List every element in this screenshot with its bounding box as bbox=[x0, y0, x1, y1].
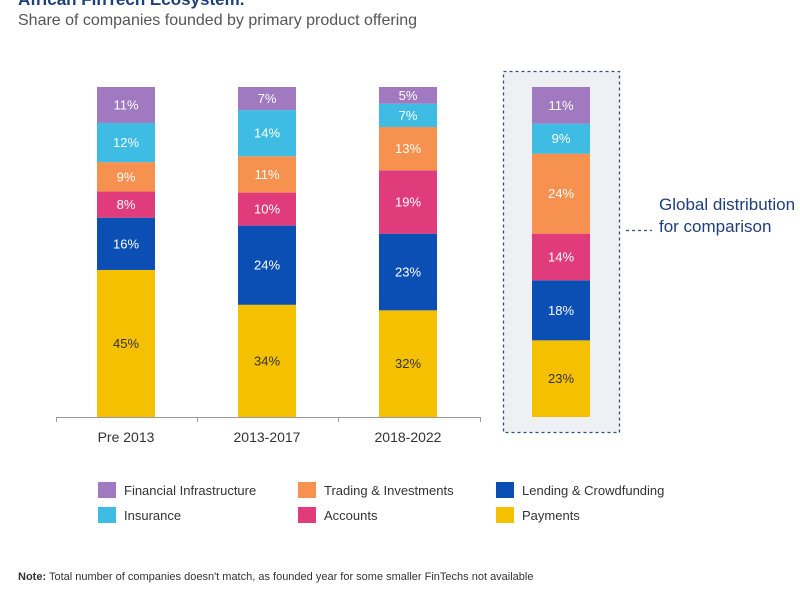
data-label-2018-2022-payments: 32% bbox=[395, 356, 421, 371]
bar-2013-2017-accounts bbox=[238, 192, 296, 226]
legend-swatch bbox=[98, 507, 116, 523]
bar-global-payments bbox=[532, 340, 590, 417]
bar-2018-2022-trading-and-investments bbox=[379, 127, 437, 171]
bar-2013-2017-trading-and-investments bbox=[238, 156, 296, 193]
data-label-global-lending-and-crowdfunding: 18% bbox=[548, 303, 574, 318]
data-label-2018-2022-accounts: 19% bbox=[395, 195, 421, 210]
legend-label: Accounts bbox=[324, 507, 378, 523]
data-label-pre-2013-financial-infrastructure: 11% bbox=[113, 97, 138, 112]
x-tick-label-pre-2013: Pre 2013 bbox=[98, 429, 155, 445]
bar-global-financial-infrastructure bbox=[532, 87, 590, 124]
legend-item-financial-infrastructure: Financial Infrastructure bbox=[98, 482, 256, 498]
bar-2018-2022-accounts bbox=[379, 170, 437, 234]
legend-label: Lending & Crowdfunding bbox=[522, 482, 665, 498]
bar-2013-2017-payments bbox=[238, 304, 296, 417]
bar-global-accounts bbox=[532, 233, 590, 281]
data-label-global-trading-and-investments: 24% bbox=[548, 186, 574, 201]
bar-pre-2013-trading-and-investments bbox=[97, 162, 155, 192]
legend-swatch bbox=[298, 482, 316, 498]
footnote: Note: Total number of companies doesn't … bbox=[18, 571, 533, 583]
bar-global-lending-and-crowdfunding bbox=[532, 280, 590, 341]
bar-global-insurance bbox=[532, 123, 590, 154]
data-label-global-insurance: 9% bbox=[552, 131, 571, 146]
bar-2013-2017-insurance bbox=[238, 110, 296, 157]
data-label-pre-2013-insurance: 12% bbox=[113, 135, 139, 150]
chart-subtitle: Share of companies founded by primary pr… bbox=[18, 12, 418, 29]
legend-item-accounts: Accounts bbox=[298, 507, 377, 523]
data-label-global-accounts: 14% bbox=[548, 250, 574, 265]
bar-pre-2013-accounts bbox=[97, 191, 155, 218]
data-label-2013-2017-payments: 34% bbox=[254, 353, 280, 368]
legend-swatch bbox=[298, 507, 316, 523]
data-label-2018-2022-lending-and-crowdfunding: 23% bbox=[395, 265, 421, 280]
bar-pre-2013-lending-and-crowdfunding bbox=[97, 217, 155, 270]
data-label-2018-2022-trading-and-investments: 13% bbox=[395, 141, 421, 156]
bar-2018-2022-financial-infrastructure bbox=[379, 87, 437, 104]
data-label-pre-2013-payments: 45% bbox=[113, 336, 139, 351]
data-label-global-financial-infrastructure: 11% bbox=[548, 98, 573, 113]
data-label-pre-2013-lending-and-crowdfunding: 16% bbox=[113, 236, 139, 251]
bar-pre-2013-insurance bbox=[97, 122, 155, 163]
legend-label: Insurance bbox=[124, 507, 182, 523]
data-label-2013-2017-financial-infrastructure: 7% bbox=[258, 91, 277, 106]
bar-2013-2017-financial-infrastructure bbox=[238, 87, 296, 111]
bar-2018-2022-payments bbox=[379, 310, 437, 417]
global-comparison-label: Global distribution for comparison bbox=[659, 195, 796, 236]
legend-label: Trading & Investments bbox=[324, 482, 454, 498]
data-label-global-payments: 23% bbox=[548, 371, 574, 386]
bar-2018-2022-lending-and-crowdfunding bbox=[379, 233, 437, 311]
legend-item-payments: Payments bbox=[496, 507, 580, 523]
footnote-label: Note: bbox=[18, 571, 47, 583]
bar-2018-2022-insurance bbox=[379, 103, 437, 127]
legend-item-insurance: Insurance bbox=[98, 507, 181, 523]
legend-swatch bbox=[98, 482, 116, 498]
data-label-pre-2013-trading-and-investments: 9% bbox=[117, 169, 136, 184]
legend-item-lending-and-crowdfunding: Lending & Crowdfunding bbox=[496, 482, 664, 498]
data-label-2018-2022-financial-infrastructure: 5% bbox=[399, 88, 418, 103]
data-label-2013-2017-trading-and-investments: 11% bbox=[254, 167, 279, 182]
legend-label: Payments bbox=[522, 507, 580, 523]
data-label-2018-2022-insurance: 7% bbox=[399, 108, 418, 123]
data-label-2013-2017-insurance: 14% bbox=[254, 126, 280, 141]
bar-2013-2017-lending-and-crowdfunding bbox=[238, 225, 296, 305]
legend-label: Financial Infrastructure bbox=[124, 482, 257, 498]
legend-swatch bbox=[496, 507, 514, 523]
legend-item-trading-and-investments: Trading & Investments bbox=[298, 482, 454, 498]
stacked-bar-chart: 45% 16% 8% 9% 12% 11% Pre 2013 34% 24% 10% 11% 14% 7… bbox=[56, 70, 652, 445]
legend-swatch bbox=[496, 482, 514, 498]
x-tick-label-2013-2017: 2013-2017 bbox=[234, 429, 301, 445]
data-label-pre-2013-accounts: 8% bbox=[117, 197, 136, 212]
chart-legend: Financial Infrastructure Trading & Invest… bbox=[98, 482, 738, 532]
bar-global-trading-and-investments bbox=[532, 153, 590, 234]
chart-title: African FinTech Ecosystem. bbox=[18, 0, 244, 10]
data-label-2013-2017-accounts: 10% bbox=[254, 202, 280, 217]
bar-pre-2013-financial-infrastructure bbox=[97, 87, 155, 123]
data-label-2013-2017-lending-and-crowdfunding: 24% bbox=[254, 258, 280, 273]
bar-pre-2013-payments bbox=[97, 269, 155, 417]
footnote-text: Total number of companies doesn't match,… bbox=[46, 571, 534, 583]
x-tick-label-2018-2022: 2018-2022 bbox=[375, 429, 442, 445]
